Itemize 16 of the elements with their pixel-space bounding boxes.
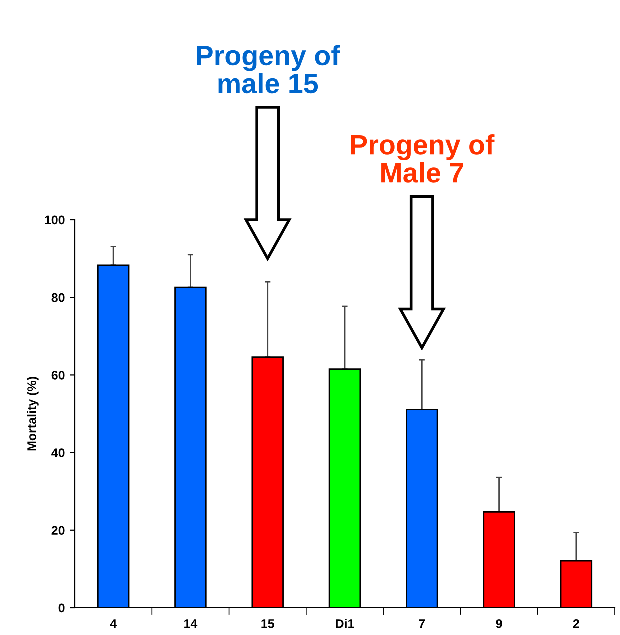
y-axis-title: Mortality (%) [27,377,39,451]
text: Progeny of Male 7 [351,134,495,183]
x-tick-label: 14 [184,620,198,628]
y-tick-label: 20 [52,526,65,536]
x-tick-label: 4 [110,620,117,628]
y-tick-label: 100 [45,216,65,225]
x-tick-label: 9 [496,619,502,628]
y-tick-label: 0 [58,604,65,613]
x-tick-label: 7 [419,620,426,628]
y-tick-label: 60 [52,371,65,380]
x-tick-label: 2 [573,619,580,628]
y-tick-label: 80 [52,293,65,302]
y-tick-label: 40 [52,448,65,458]
x-tick-label: 15 [262,620,274,628]
x-tick-label: Di1 [336,619,354,628]
text: Progeny of male 15 [197,45,340,94]
